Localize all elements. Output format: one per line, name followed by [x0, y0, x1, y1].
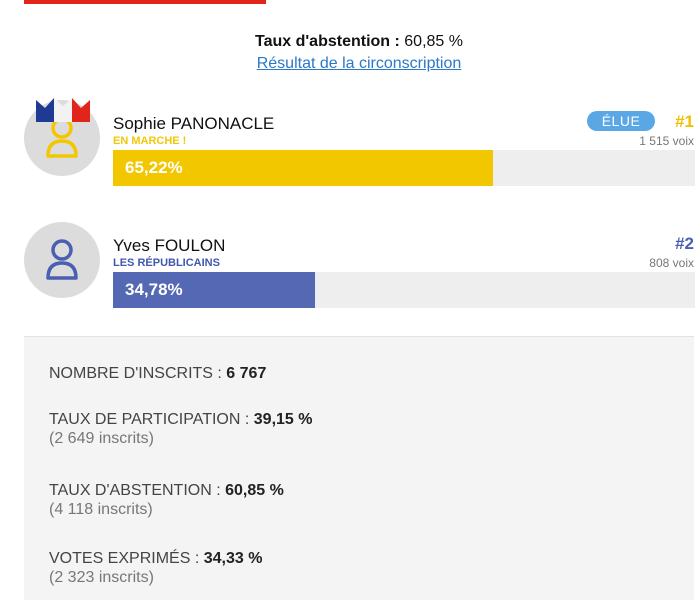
top-accent-line [24, 0, 266, 4]
candidate-rank: #2 [675, 234, 694, 253]
result-bar-fill: 34,78% [113, 272, 316, 308]
stat-abstention: TAUX D'ABSTENTION : 60,85 % (4 118 inscr… [49, 482, 284, 519]
candidate-votes: 808 voix [649, 256, 694, 270]
abstention-summary-value: 60,85 % [404, 33, 463, 50]
stat-subtext: (2 649 inscrits) [49, 430, 154, 447]
stat-label: TAUX D'ABSTENTION : [49, 482, 221, 499]
result-percentage: 65,22% [125, 158, 183, 177]
stat-label: NOMBRE D'INSCRITS : [49, 365, 222, 382]
stat-subtext: (4 118 inscrits) [49, 501, 153, 518]
elected-badge: ÉLUE [587, 111, 655, 131]
candidate-name: Sophie PANONACLE [113, 114, 275, 133]
stat-inscrits: NOMBRE D'INSCRITS : 6 767 [49, 365, 266, 383]
stat-value: 34,33 % [203, 550, 263, 567]
candidate-row: Sophie PANONACLE EN MARCHE ! ÉLUE #1 1 5… [0, 98, 700, 188]
result-bar-fill: 65,22% [113, 150, 493, 186]
candidate-party: EN MARCHE ! [113, 135, 187, 147]
stat-value: 60,85 % [225, 482, 284, 499]
stats-panel: NOMBRE D'INSCRITS : 6 767 TAUX DE PARTIC… [24, 336, 694, 600]
abstention-summary-label: Taux d'abstention : [254, 33, 400, 50]
stat-label: VOTES EXPRIMÉS : [49, 550, 200, 567]
candidate-votes: 1 515 voix [639, 134, 694, 148]
candidate-name: Yves FOULON [113, 236, 226, 255]
result-bar-track: 65,22% [113, 150, 695, 186]
stat-value: 39,15 % [253, 411, 313, 428]
user-icon [46, 239, 78, 280]
candidate-rank: #1 [675, 112, 694, 131]
circonscription-result-link[interactable]: Résultat de la circonscription [256, 55, 462, 72]
avatar [24, 222, 100, 298]
french-flag-icon [36, 98, 90, 122]
result-bar-track: 34,78% [113, 272, 695, 308]
candidate-row: Yves FOULON LES RÉPUBLICAINS #2 808 voix… [0, 220, 700, 310]
stat-exprimes: VOTES EXPRIMÉS : 34,33 % (2 323 inscrits… [49, 550, 262, 587]
abstention-summary: Taux d'abstention : 60,85 % [0, 33, 700, 51]
stat-value: 6 767 [226, 365, 267, 382]
stat-label: TAUX DE PARTICIPATION : [49, 411, 250, 428]
stat-participation: TAUX DE PARTICIPATION : 39,15 % (2 649 i… [49, 411, 313, 448]
candidate-party: LES RÉPUBLICAINS [113, 257, 220, 269]
result-percentage: 34,78% [125, 280, 183, 299]
stat-subtext: (2 323 inscrits) [49, 569, 154, 586]
